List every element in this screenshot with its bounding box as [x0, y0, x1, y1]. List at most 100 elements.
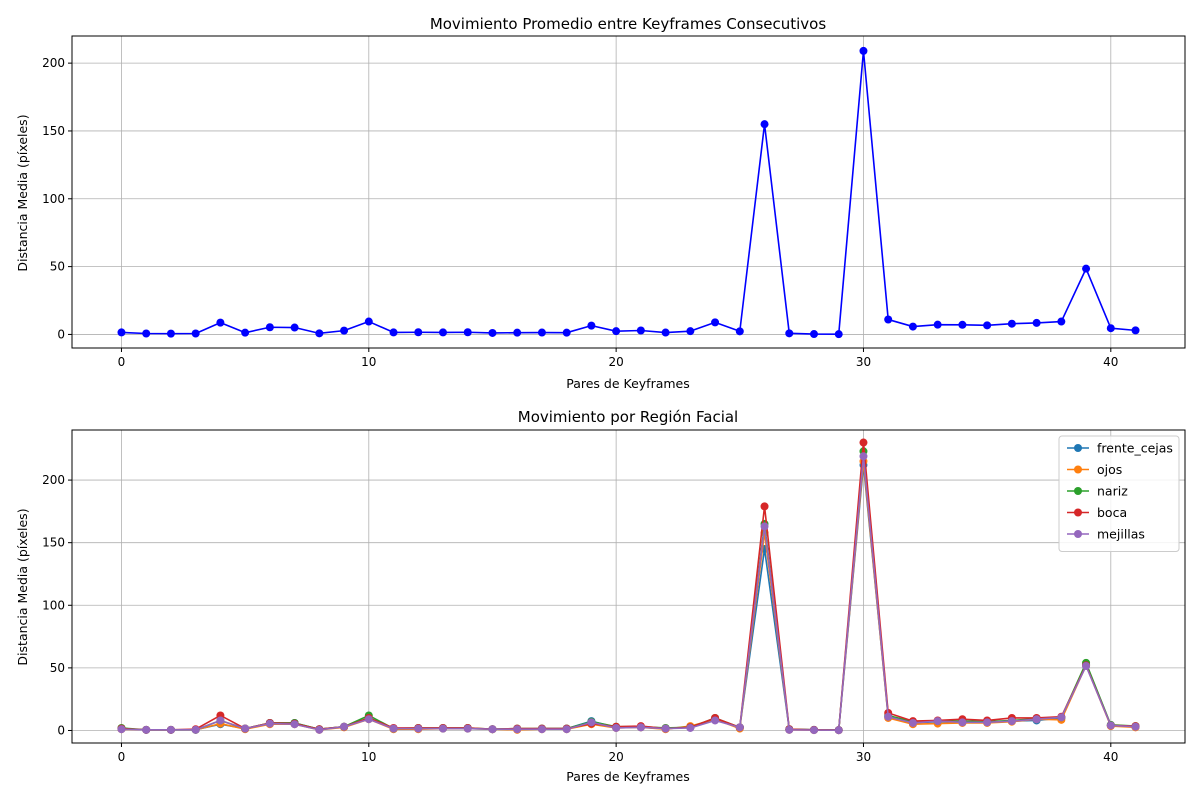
data-point — [735, 723, 744, 732]
legend-box — [1058, 435, 1180, 552]
x-tick-label: 10 — [361, 355, 376, 369]
data-point — [983, 321, 992, 330]
data-point — [1106, 324, 1115, 333]
legend-swatch-marker — [1074, 508, 1082, 517]
data-point — [513, 328, 522, 337]
data-point — [1057, 317, 1066, 326]
data-point — [265, 719, 274, 728]
data-point — [1131, 326, 1140, 335]
data-point — [389, 328, 398, 337]
y-tick-label: 200 — [42, 473, 65, 487]
data-point — [760, 120, 769, 129]
legend-entry-label: mejillas — [1097, 527, 1145, 542]
data-point — [884, 315, 893, 324]
data-point — [908, 718, 917, 727]
data-point — [290, 323, 299, 332]
data-point — [933, 320, 942, 329]
data-point — [488, 725, 497, 734]
data-point — [958, 718, 967, 727]
data-point — [859, 438, 868, 447]
y-tick-label: 150 — [42, 124, 65, 138]
data-point — [686, 327, 695, 336]
data-point — [216, 716, 225, 725]
data-point — [785, 329, 794, 338]
data-point — [884, 712, 893, 721]
data-point — [1082, 264, 1091, 273]
legend-swatch-marker — [1074, 487, 1082, 495]
data-point — [1032, 318, 1041, 327]
y-axis-label: Distancia Media (píxeles) — [15, 508, 30, 665]
data-point — [1057, 713, 1066, 722]
y-tick-label: 100 — [42, 598, 65, 612]
chart-title: Movimiento Promedio entre Keyframes Cons… — [430, 15, 827, 33]
chart-title: Movimiento por Región Facial — [518, 408, 738, 426]
y-tick-label: 0 — [57, 723, 65, 737]
data-point — [166, 725, 175, 734]
x-tick-label: 0 — [118, 355, 126, 369]
plot-area: 0 10 20 30 40 0 50 100 150 200 — [42, 429, 1186, 764]
data-point — [636, 326, 645, 335]
data-point — [364, 317, 373, 326]
legend-entry-label: boca — [1097, 505, 1127, 520]
data-point — [463, 328, 472, 337]
data-point — [315, 725, 324, 734]
data-point — [117, 725, 126, 734]
y-tick-label: 50 — [50, 260, 65, 274]
data-point — [414, 724, 423, 733]
x-tick-label: 40 — [1103, 750, 1118, 764]
x-tick-label: 0 — [118, 750, 126, 764]
x-tick-label: 20 — [608, 355, 623, 369]
data-point — [636, 723, 645, 732]
y-tick-label: 200 — [42, 56, 65, 70]
plot-frame — [71, 429, 1186, 744]
legend-swatch-marker — [1074, 444, 1082, 452]
data-point — [142, 329, 151, 338]
data-point — [1032, 715, 1041, 724]
legend-entry-label: ojos — [1097, 462, 1122, 477]
data-point — [315, 329, 324, 338]
data-point — [834, 330, 843, 339]
data-point — [958, 320, 967, 329]
y-axis-label: Distancia Media (píxeles) — [15, 114, 30, 271]
x-axis-label: Pares de Keyframes — [566, 769, 690, 784]
data-point — [389, 724, 398, 733]
x-tick-label: 40 — [1103, 355, 1118, 369]
legend-swatch-marker — [1074, 465, 1082, 474]
data-point — [364, 715, 373, 724]
data-point — [439, 724, 447, 733]
data-point — [859, 46, 868, 55]
data-point — [587, 321, 596, 330]
data-point — [686, 723, 695, 732]
data-point — [241, 328, 250, 337]
data-point — [414, 328, 423, 337]
data-point — [908, 322, 917, 331]
x-axis-label: Pares de Keyframes — [566, 376, 690, 391]
data-point — [933, 717, 942, 726]
y-tick-label: 50 — [50, 661, 65, 675]
data-point — [834, 726, 843, 735]
x-tick-label: 30 — [856, 355, 871, 369]
data-point — [463, 724, 472, 733]
data-point — [340, 326, 349, 335]
data-point — [537, 725, 546, 734]
data-point — [711, 716, 720, 725]
data-point — [810, 726, 818, 735]
data-point — [785, 725, 794, 734]
data-point — [612, 723, 621, 732]
x-tick-label: 10 — [361, 750, 376, 764]
data-point — [760, 522, 769, 531]
data-point — [265, 323, 274, 332]
data-point — [661, 328, 670, 337]
series-line — [121, 455, 1136, 732]
plot-frame — [71, 35, 1186, 349]
data-point — [735, 327, 744, 336]
y-tick-label: 150 — [42, 536, 65, 550]
data-point — [290, 720, 299, 729]
data-point — [488, 328, 497, 337]
data-point — [1007, 319, 1016, 328]
legend-entry-label: frente_cejas — [1097, 441, 1173, 456]
data-point — [1106, 721, 1115, 730]
data-point — [241, 724, 250, 733]
data-point — [142, 725, 151, 734]
